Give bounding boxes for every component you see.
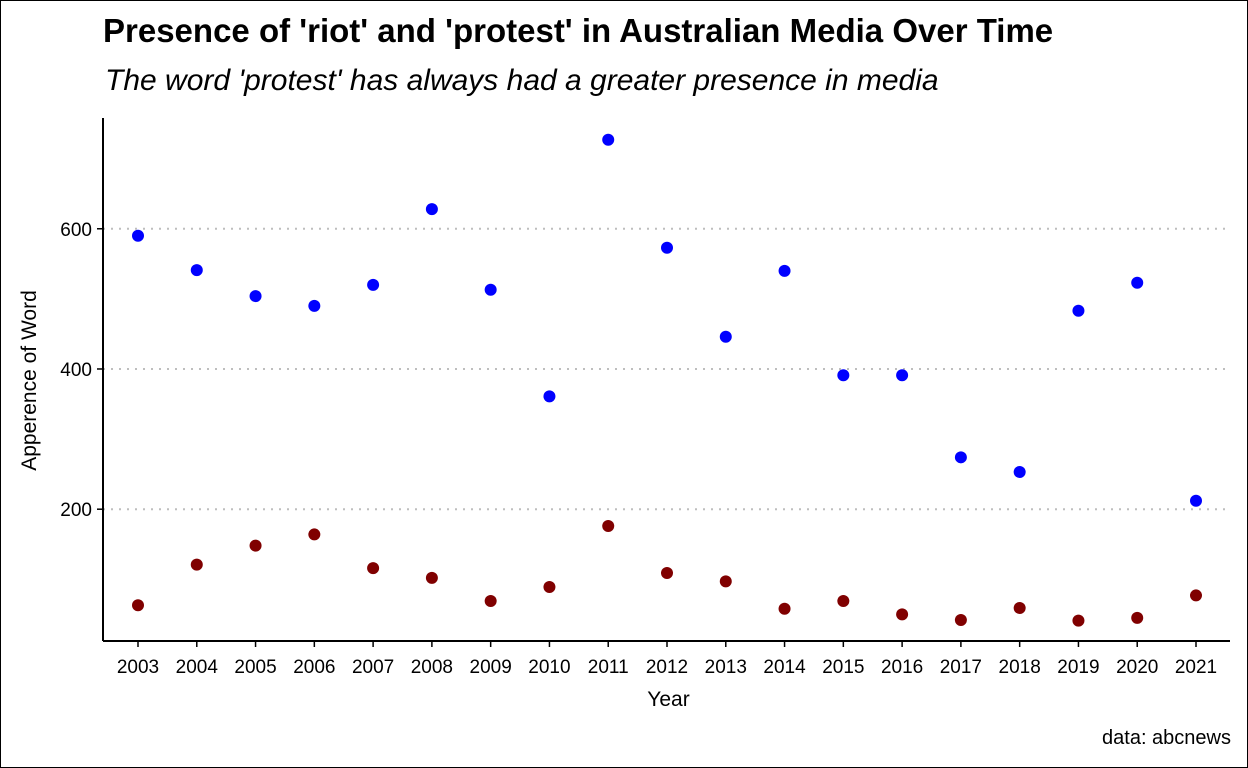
data-point: [132, 229, 144, 242]
x-tick-label: 2015: [822, 657, 864, 678]
data-point: [484, 283, 497, 296]
chart-subtitle: The word 'protest' has always had a grea…: [105, 64, 939, 97]
x-tick-label: 2013: [705, 657, 747, 678]
x-tick-label: 2006: [293, 657, 335, 678]
data-point: [367, 562, 380, 575]
data-point: [896, 608, 909, 621]
gridlines: [103, 227, 1230, 511]
x-tick-label: 2011: [588, 657, 629, 678]
x-tick-label: 2021: [1175, 657, 1217, 678]
data-point: [778, 602, 791, 615]
data-point: [837, 595, 850, 608]
x-axis-title: Year: [647, 688, 689, 711]
x-tick-label: 2003: [117, 657, 159, 678]
x-tick-label: 2019: [1057, 657, 1099, 678]
x-tick-label: 2005: [234, 657, 276, 678]
data-point: [190, 558, 203, 571]
data-point: [1131, 611, 1144, 624]
chart-title: Presence of 'riot' and 'protest' in Aust…: [103, 12, 1054, 49]
data-point: [661, 566, 673, 579]
data-point: [249, 539, 262, 552]
x-tick-label: 2017: [940, 657, 982, 678]
data-point: [1013, 466, 1026, 479]
x-tick-label: 2004: [176, 657, 219, 678]
data-point: [1190, 494, 1202, 507]
x-tick-label: 2020: [1116, 657, 1158, 678]
y-tick-label: 400: [60, 360, 92, 381]
data-point: [484, 595, 497, 608]
data-point: [425, 203, 438, 216]
x-tick-label: 2009: [470, 657, 512, 678]
data-point: [308, 528, 321, 541]
data-point: [719, 330, 732, 343]
x-tick-label: 2014: [763, 657, 806, 678]
x-tick-label: 2018: [999, 657, 1041, 678]
data-point: [367, 278, 380, 291]
data-point: [602, 133, 615, 146]
y-axis-title: Apperence of Word: [18, 290, 41, 471]
data-point: [1131, 276, 1144, 289]
data-point: [249, 290, 262, 303]
x-tick-label: 2016: [881, 657, 923, 678]
data-point: [543, 390, 556, 403]
axis-ticks: 200 400 600 2003 2004 2005 2006 2007 2008 2009 201…: [60, 220, 1217, 678]
data-point: [954, 451, 967, 464]
x-tick-label: 2008: [411, 657, 453, 678]
data-point: [425, 571, 438, 584]
data-point: [1190, 589, 1202, 602]
data-point: [661, 241, 673, 254]
data-point: [1013, 602, 1026, 615]
y-tick-label: 200: [60, 500, 92, 521]
data-point: [190, 264, 203, 277]
data-point: [1072, 614, 1085, 627]
axes: [102, 118, 1230, 642]
x-tick-label: 2010: [528, 657, 570, 678]
data-point: [719, 575, 732, 588]
data-point: [896, 369, 909, 382]
x-tick-label: 2007: [352, 657, 394, 678]
data-point: [543, 581, 556, 594]
y-tick-label: 600: [60, 220, 92, 241]
data-point: [778, 264, 791, 277]
data-point: [837, 369, 850, 382]
data-point: [132, 599, 144, 612]
data-points: [132, 133, 1202, 627]
x-tick-label: 2012: [646, 657, 688, 678]
data-point: [1072, 304, 1085, 317]
chart-caption: data: abcnews: [1102, 727, 1231, 749]
data-point: [308, 299, 321, 312]
data-point: [954, 613, 967, 626]
data-point: [602, 520, 615, 533]
